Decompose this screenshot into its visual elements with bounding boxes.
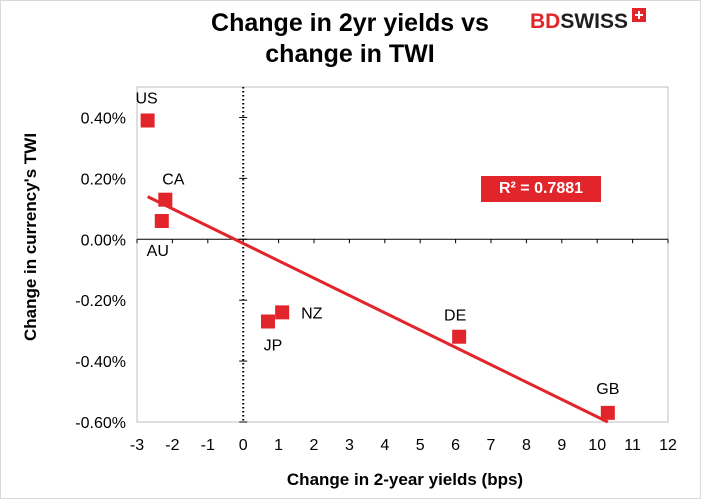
x-tick-label: 0 <box>239 437 248 454</box>
y-tick-label: 0.40% <box>81 110 126 127</box>
data-point-nz <box>275 305 290 320</box>
x-axis-label: Change in 2-year yields (bps) <box>286 470 524 489</box>
x-tick-label: 2 <box>310 437 319 454</box>
x-tick-label: 9 <box>557 437 566 454</box>
chart-title: Change in 2yr yields vs change in TWI <box>150 8 550 70</box>
x-tick-label: 12 <box>659 437 677 454</box>
point-label-us: US <box>136 91 158 108</box>
point-label-nz: NZ <box>301 305 323 322</box>
data-point-gb <box>600 405 615 420</box>
data-point-ca <box>158 192 173 207</box>
x-tick-label: 8 <box>522 437 531 454</box>
bdswiss-logo: BD SWISS <box>530 8 647 34</box>
x-tick-label: 4 <box>380 437 389 454</box>
data-point-jp <box>260 314 275 329</box>
x-tick-label: 11 <box>624 437 641 454</box>
logo-text-bd: BD <box>530 10 561 33</box>
y-tick-label: -0.20% <box>75 293 126 310</box>
r-squared-label: R² = 0.7881 <box>481 176 601 202</box>
y-tick-label: -0.40% <box>75 354 126 371</box>
point-label-ca: CA <box>162 172 185 189</box>
x-tick-label: -1 <box>201 437 215 454</box>
x-tick-label: 10 <box>588 437 606 454</box>
point-label-jp: JP <box>264 338 283 355</box>
x-tick-label: 3 <box>345 437 354 454</box>
x-tick-label: 1 <box>274 437 283 454</box>
data-point-au <box>154 214 169 228</box>
y-tick-label: 0.20% <box>81 171 126 188</box>
x-tick-label: -2 <box>165 437 179 454</box>
chart-title-line-1: Change in 2yr yields vs <box>211 9 489 37</box>
data-point-de <box>452 329 467 344</box>
plot-area <box>136 86 669 423</box>
x-tick-label: -3 <box>130 437 144 454</box>
x-tick-label: 6 <box>451 437 460 454</box>
logo-text-swiss: SWISS <box>560 10 629 33</box>
y-tick-label: -0.60% <box>75 415 126 432</box>
trendline <box>146 195 609 424</box>
point-label-gb: GB <box>596 381 619 398</box>
logo-cross-icon <box>632 8 647 22</box>
data-point-us <box>140 113 155 128</box>
y-tick-label: 0.00% <box>81 232 126 249</box>
point-label-au: AU <box>147 243 169 260</box>
chart-title-line-2: change in TWI <box>265 40 435 68</box>
point-label-de: DE <box>444 308 466 325</box>
x-tick-label: 7 <box>487 437 496 454</box>
x-tick-label: 5 <box>416 437 425 454</box>
